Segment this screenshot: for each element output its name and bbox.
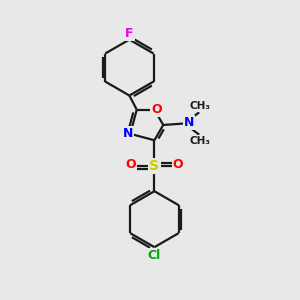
Text: N: N — [184, 116, 194, 129]
Text: S: S — [149, 159, 159, 173]
Text: Cl: Cl — [148, 249, 161, 262]
Text: CH₃: CH₃ — [189, 136, 210, 146]
Text: O: O — [173, 158, 183, 171]
Text: O: O — [125, 158, 136, 171]
Text: F: F — [125, 27, 134, 40]
Text: O: O — [152, 103, 162, 116]
Text: N: N — [123, 127, 133, 140]
Text: CH₃: CH₃ — [189, 101, 210, 111]
